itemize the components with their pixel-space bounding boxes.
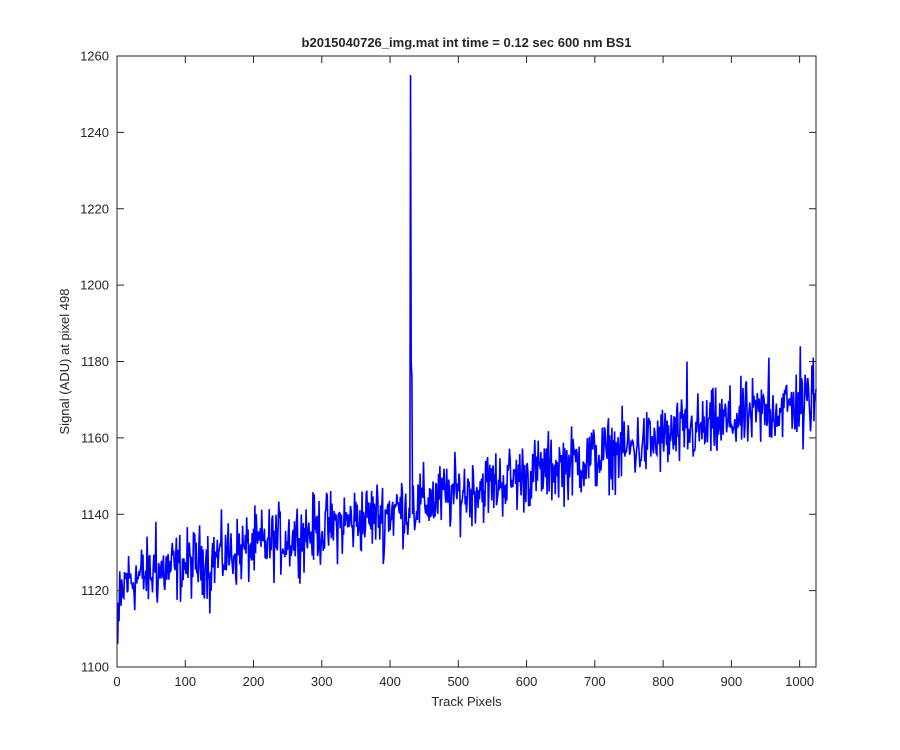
y-tick-label: 1220 [80,201,109,216]
y-axis-ticks: 1100 1120 1140 1160 1180 1200 1220 1240 1260 [80,49,816,675]
y-tick-label: 1160 [81,430,109,445]
series-layer [116,75,817,645]
y-tick-label: 1240 [80,125,109,140]
x-axis-ticks: 0 100 200 300 400 500 600 700 800 900 1000 [113,56,814,689]
x-tick-label: 100 [174,674,196,689]
y-tick-label: 1260 [80,49,109,64]
x-axis-label: Track Pixels [431,694,502,709]
x-tick-label: 0 [113,674,120,689]
y-axis-label: Signal (ADU) at pixel 498 [57,289,72,435]
x-tick-label: 500 [447,674,469,689]
chart-title: b2015040726_img.mat int time = 0.12 sec … [302,35,632,50]
x-tick-label: 1000 [785,674,814,689]
plot-area [117,56,816,667]
x-tick-label: 600 [516,674,538,689]
x-tick-label: 400 [379,674,401,689]
x-tick-label: 200 [243,674,265,689]
y-tick-label: 1100 [81,660,109,675]
x-tick-label: 800 [652,674,674,689]
x-tick-label: 900 [721,674,743,689]
y-tick-label: 1200 [80,278,109,293]
y-tick-label: 1180 [81,354,109,369]
y-tick-label: 1120 [81,583,109,598]
x-tick-label: 300 [311,674,333,689]
y-tick-label: 1140 [81,507,109,522]
x-tick-label: 700 [584,674,606,689]
series-line [116,75,817,645]
